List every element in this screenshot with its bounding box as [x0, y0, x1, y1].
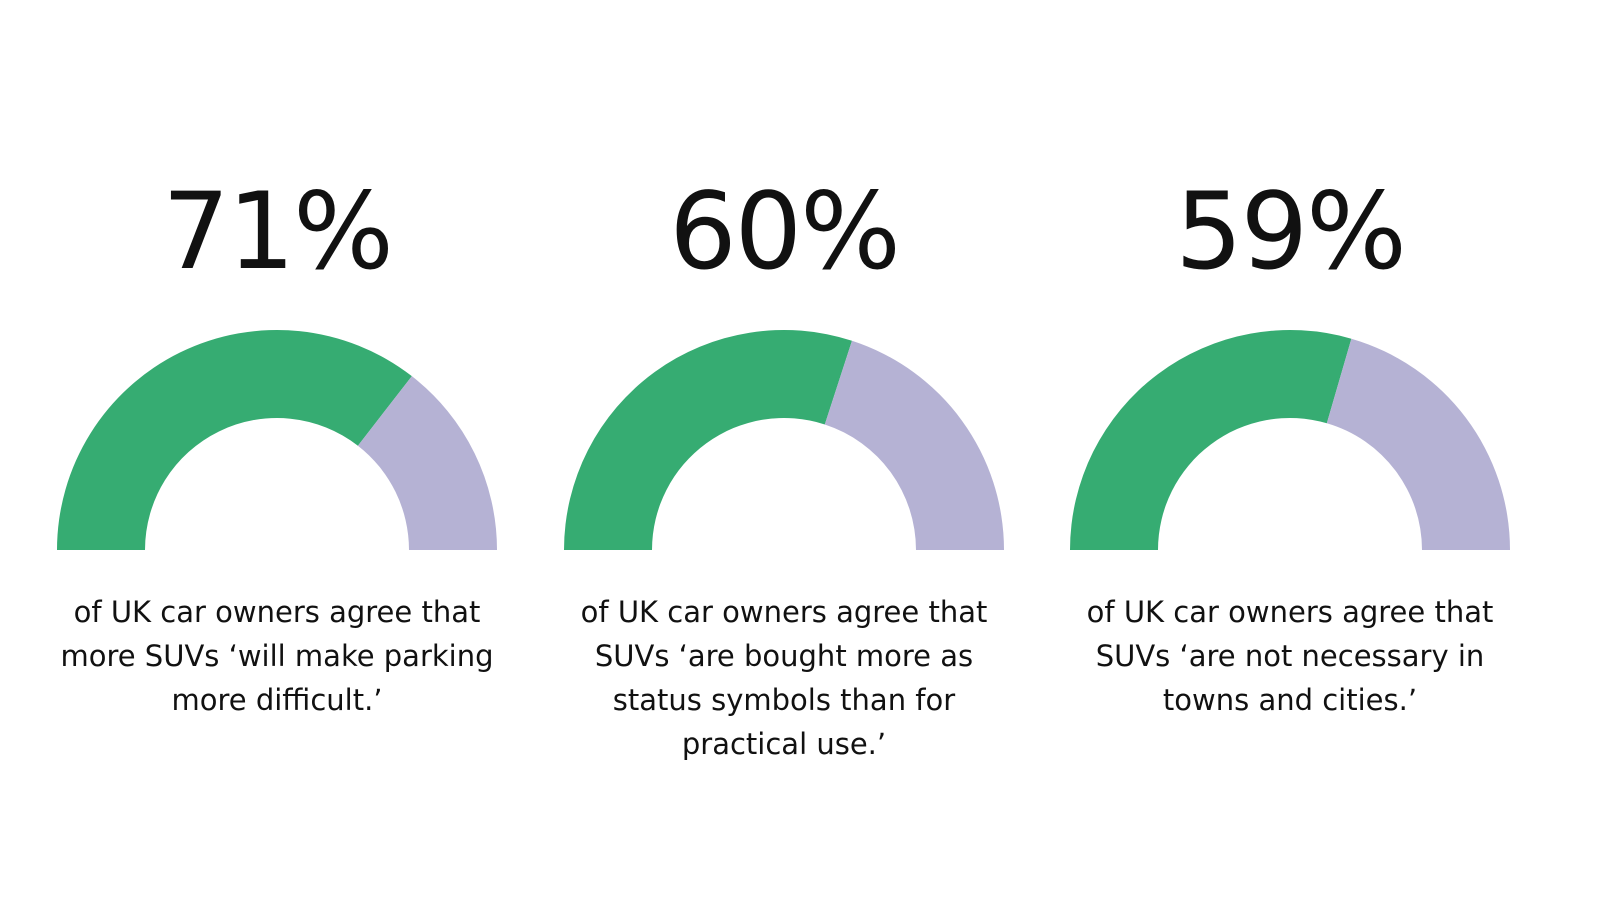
gauge-card-parking: 71% of UK car owners agree that more SUV…	[17, 0, 537, 900]
gauge-segment-remainder	[824, 340, 1004, 550]
gauge-caption: of UK car owners agree that SUVs ‘are no…	[1086, 595, 1494, 717]
gauge-chart	[1070, 330, 1510, 550]
gauge-segment-remainder	[1326, 338, 1510, 550]
gauge-card-towns-cities: 59% of UK car owners agree that SUVs ‘ar…	[1030, 0, 1550, 900]
gauge-segment-agree	[57, 330, 412, 550]
gauge-chart	[57, 330, 497, 550]
gauge-segment-remainder	[357, 376, 497, 550]
gauge-card-status-symbols: 60% of UK car owners agree that SUVs ‘ar…	[524, 0, 1044, 900]
gauge-segment-agree	[564, 330, 852, 550]
gauge-chart	[564, 330, 1004, 550]
gauge-caption: of UK car owners agree that more SUVs ‘w…	[60, 595, 494, 717]
gauge-caption: of UK car owners agree that SUVs ‘are bo…	[580, 595, 988, 761]
gauge-segment-agree	[1070, 330, 1352, 550]
percentage-value: 60%	[669, 170, 901, 293]
percentage-value: 71%	[162, 170, 394, 293]
percentage-value: 59%	[1175, 170, 1407, 293]
